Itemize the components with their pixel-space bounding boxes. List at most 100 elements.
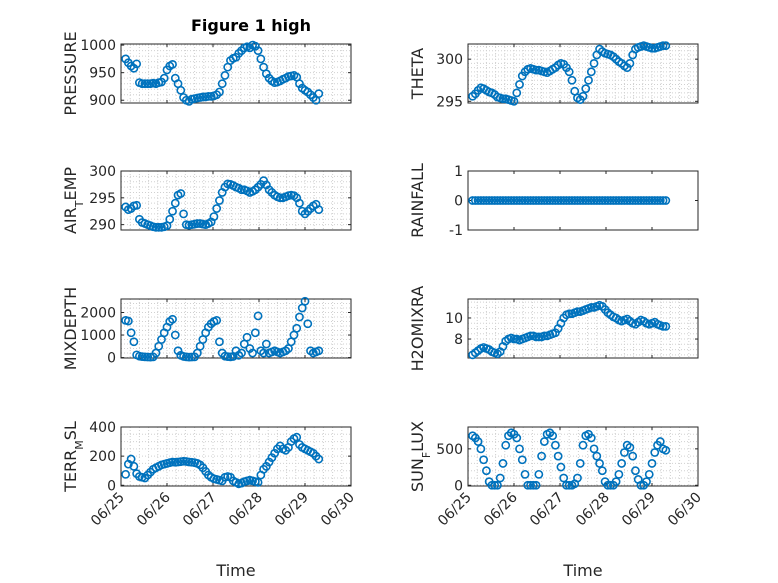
data-point <box>209 212 219 221</box>
data-point <box>567 196 577 205</box>
data-point <box>509 334 519 344</box>
data-series <box>121 40 324 106</box>
y-tick-label: 290 <box>89 218 116 234</box>
data-point <box>473 437 483 446</box>
data-point <box>237 348 246 358</box>
data-point <box>658 196 668 205</box>
data-point <box>481 466 491 476</box>
data-point <box>600 196 610 205</box>
y-axis-label: H2OMIXRA <box>408 286 427 372</box>
grid <box>467 299 699 358</box>
y-tick-label: 1000 <box>80 38 116 54</box>
subplot-rainfall: -1 0 1 RAINFALL <box>408 163 699 239</box>
data-point <box>559 196 569 205</box>
data-point <box>300 296 310 306</box>
data-point <box>504 196 513 205</box>
data-point <box>512 433 522 443</box>
data-point <box>215 196 224 205</box>
data-point <box>661 196 671 205</box>
data-point <box>493 480 502 490</box>
data-point <box>556 462 566 472</box>
data-point <box>631 466 640 476</box>
data-point <box>661 445 671 455</box>
y-tick-label: 295 <box>89 191 116 207</box>
grid <box>467 44 699 103</box>
data-point <box>539 196 549 205</box>
data-point <box>528 196 538 205</box>
y-tick-label: 0 <box>454 478 463 494</box>
data-point <box>523 480 533 490</box>
data-point <box>217 79 227 89</box>
data-point <box>603 480 613 490</box>
data-point <box>581 196 591 205</box>
data-point <box>614 469 624 479</box>
data-point <box>625 196 635 205</box>
data-point <box>192 219 202 228</box>
data-point <box>526 196 535 205</box>
y-axis-label: THETA <box>408 48 427 100</box>
data-point <box>484 196 494 205</box>
y-axis-label: AIRTEMP <box>61 167 86 234</box>
data-point <box>625 58 635 68</box>
data-point <box>170 330 180 340</box>
data-point <box>614 196 624 205</box>
data-point <box>259 348 268 358</box>
data-point <box>495 473 505 483</box>
data-point <box>539 331 549 341</box>
data-point <box>625 442 635 452</box>
data-point <box>520 469 530 479</box>
data-point <box>295 198 304 208</box>
data-point <box>570 196 580 205</box>
data-point <box>553 196 563 205</box>
data-point <box>517 455 527 465</box>
data-point <box>603 196 613 205</box>
data-point <box>639 196 649 205</box>
data-point <box>121 469 130 479</box>
data-point <box>515 196 524 205</box>
y-tick-label: 1 <box>454 164 463 180</box>
data-point <box>517 196 527 205</box>
data-point <box>253 311 263 321</box>
data-point <box>479 455 489 465</box>
y-axis-label: PRESSURE <box>61 31 80 115</box>
data-point <box>564 309 574 319</box>
data-point <box>137 79 147 89</box>
data-point <box>220 71 230 80</box>
data-point <box>658 41 668 51</box>
data-point <box>261 339 271 349</box>
data-point <box>534 469 544 479</box>
data-point <box>314 205 324 215</box>
data-point <box>215 337 224 347</box>
data-point <box>176 85 186 95</box>
data-point <box>493 196 502 205</box>
data-point <box>215 87 224 97</box>
data-point <box>642 196 651 205</box>
data-point <box>562 196 571 205</box>
data-point <box>143 79 153 89</box>
data-point <box>487 196 497 205</box>
data-point <box>498 94 508 104</box>
data-point <box>636 196 646 205</box>
y-axis-label: TERRMSL <box>61 421 86 493</box>
data-point <box>647 43 657 53</box>
data-point <box>592 196 602 205</box>
axes-box <box>120 170 352 231</box>
data-point <box>531 480 541 490</box>
data-series <box>468 300 671 360</box>
data-point <box>250 328 260 338</box>
data-point <box>653 196 662 205</box>
data-point <box>487 480 497 490</box>
figure-title: Figure 1 high <box>191 16 311 35</box>
data-point <box>586 303 596 312</box>
data-point <box>611 477 621 487</box>
data-point <box>481 196 491 205</box>
data-point <box>578 91 588 101</box>
data-point <box>589 444 599 454</box>
data-point <box>556 196 566 205</box>
data-point <box>490 480 500 490</box>
data-point <box>179 209 188 219</box>
data-point <box>608 196 618 205</box>
data-point <box>595 196 604 205</box>
